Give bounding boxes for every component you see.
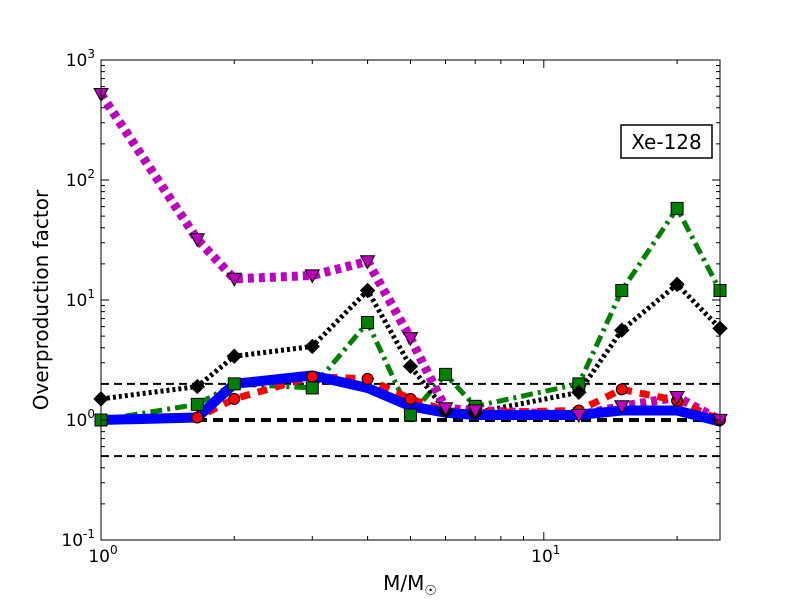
series-markers: [93, 87, 728, 429]
series-2-point-2: [191, 411, 204, 424]
x-axis-label-main: M/M: [383, 571, 424, 595]
series-3-point-7: [439, 367, 453, 381]
series-2-point-4: [306, 370, 319, 383]
annotation-label: Xe-128: [631, 130, 702, 154]
series-4-point-5: [359, 282, 376, 299]
x-tick-label-2: 101: [531, 543, 560, 567]
series-4-line: [101, 281, 720, 416]
series-3-point-6: [404, 408, 417, 422]
y-axis-label: Overproduction factor: [29, 189, 53, 410]
series-5-point-11: [669, 391, 685, 406]
series-2-point-5: [361, 372, 374, 385]
series-5-point-4: [304, 269, 321, 284]
series-3-point-10: [615, 283, 629, 297]
series-3-point-11: [670, 201, 684, 215]
series-3-point-2: [190, 397, 204, 411]
x-axis-label-subscript: ☉: [424, 583, 437, 599]
series-2-point-6: [404, 392, 417, 405]
series-5-line: [101, 91, 720, 424]
series-5-point-8: [467, 404, 484, 419]
series-4-point-4: [304, 338, 320, 355]
series-2-line: [101, 373, 720, 424]
annotation-box: Xe-128: [620, 124, 713, 159]
y-tick-label-1: 10-1: [61, 527, 95, 551]
series-5-point-7: [437, 402, 454, 417]
y-tick-label-3: 101: [66, 287, 95, 311]
series-5-point-5: [359, 255, 376, 270]
y-tick-label-5: 103: [66, 47, 95, 71]
series-3-point-3: [227, 377, 241, 391]
series-4-point-6: [402, 358, 419, 375]
series-4-point-2: [189, 378, 206, 395]
series-4-point-3: [226, 348, 243, 364]
series-5-point-2: [189, 233, 206, 248]
x-tick-label-1: 100: [88, 543, 117, 567]
axis-ticks: [100, 59, 720, 541]
y-tick-label-4: 102: [66, 167, 95, 191]
series-5-point-3: [226, 272, 243, 287]
svg-text:M/M☉: M/M☉: [383, 571, 437, 599]
series-2-point-3: [228, 392, 241, 405]
series-5-point-6: [402, 332, 419, 347]
series-3-point-5: [361, 315, 375, 329]
series-5-point-10: [613, 400, 630, 415]
series-3-point-4: [305, 381, 319, 395]
series-2-point-10: [615, 383, 628, 396]
x-axis-label: M/M☉: [383, 571, 437, 599]
y-tick-label-2: 100: [66, 407, 95, 431]
series-4-point-10: [614, 322, 630, 338]
series-4-point-11: [669, 276, 685, 293]
series-4-point-9: [571, 384, 587, 401]
series-5-point-9: [571, 408, 587, 424]
